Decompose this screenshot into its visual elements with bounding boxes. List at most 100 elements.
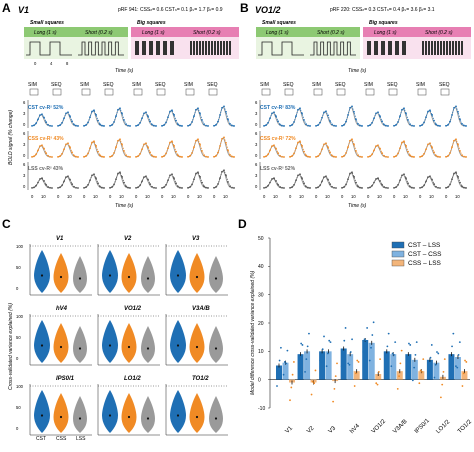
bar-point <box>428 369 431 372</box>
violin-median <box>195 345 199 349</box>
bold-model-line <box>289 108 311 127</box>
bar-7-0 <box>426 359 433 380</box>
bold-y-tick: 3 <box>23 111 26 116</box>
violin-y-tick: 0 <box>16 426 19 431</box>
bold-data-line <box>289 140 311 158</box>
violin-median <box>108 274 112 277</box>
bar-y-tick: 30 <box>258 292 264 298</box>
bar-point <box>400 349 403 352</box>
violin-lss <box>73 326 87 363</box>
bar-point <box>319 359 322 362</box>
bar-point <box>386 345 389 348</box>
bar-point <box>351 338 353 341</box>
bold-data-line <box>315 110 337 127</box>
panel-a-small-band <box>24 27 128 37</box>
stim-bar <box>422 41 424 55</box>
panel-b-small-band <box>256 27 360 37</box>
bar-point <box>311 380 314 383</box>
bar-point <box>371 334 374 336</box>
violin-median <box>127 275 131 279</box>
bar-point <box>332 400 335 403</box>
panel-b-short-2: Short (0.2 s) <box>425 30 453 36</box>
violin-css <box>189 323 205 363</box>
bar-point <box>344 327 347 329</box>
bar-point <box>375 382 378 385</box>
bold-data-line <box>187 107 209 127</box>
stim-bar <box>156 41 160 55</box>
panel-a-params: pRF 941: CSSₙ= 0.6 CSTₙ= 0.1 βₛ= 1.7 βₜ=… <box>118 7 223 13</box>
bar-point <box>370 346 372 349</box>
bar-point <box>289 399 291 402</box>
bar-point <box>357 361 360 363</box>
stim-bar <box>208 41 210 55</box>
bold-data-line <box>315 142 337 158</box>
bold-data-line <box>213 136 235 158</box>
violin-median <box>146 347 150 350</box>
violin-median <box>59 275 63 279</box>
bold-x-tick: 10 <box>325 194 330 199</box>
bar-point <box>293 361 295 363</box>
bar-x-label: hV4 <box>349 423 361 435</box>
violin-lss <box>73 396 87 433</box>
bold-data-line <box>289 173 311 189</box>
violin-area-title: V1 <box>56 236 64 242</box>
panel-b-css-label: CSS cv-R² 72% <box>260 136 296 142</box>
bold-data-line <box>367 177 389 189</box>
bar-point <box>291 373 294 376</box>
bold-x-tick: 10 <box>145 194 150 199</box>
bar-point <box>398 375 400 378</box>
bar-point <box>462 372 465 375</box>
bar-point <box>449 358 452 361</box>
bar-y-tick: 20 <box>258 321 264 327</box>
violin-css <box>121 253 137 293</box>
bar-point <box>419 369 422 372</box>
violin-css <box>121 323 137 363</box>
bold-x-tick: 0 <box>367 194 370 199</box>
bold-data-line <box>341 105 363 127</box>
stim-bar <box>196 41 198 55</box>
violin-median <box>176 344 180 347</box>
violin-median <box>214 277 218 280</box>
violin-y-tick: 50 <box>16 265 21 270</box>
bold-y-tick: 6 <box>255 131 258 136</box>
bar-point <box>415 341 418 344</box>
bold-model-line <box>445 106 467 127</box>
stim-bar <box>458 41 460 55</box>
violin-y-tick: 0 <box>16 356 19 361</box>
bar-4-0 <box>362 340 369 380</box>
bar-point <box>314 369 317 372</box>
sim-label: SIM <box>260 82 269 88</box>
stim-bar <box>163 41 167 55</box>
violin-css <box>121 393 137 433</box>
bold-x-tick: 0 <box>83 194 86 199</box>
bar-point <box>464 359 466 362</box>
violin-y-tick: 100 <box>16 314 24 319</box>
bold-data-line <box>83 173 105 189</box>
panel-b-lss-label: LSS cv-R² 52% <box>260 166 296 172</box>
bar-point <box>383 370 386 373</box>
violin-y-tick: 100 <box>16 244 24 249</box>
bold-y-tick: 6 <box>255 162 258 167</box>
bold-data-line <box>161 109 183 127</box>
panel-c-ylabel: Cross-validated variance explained (%) <box>8 303 14 390</box>
bar-x-label: IPS0/1 <box>414 418 431 435</box>
bar-point <box>455 365 457 368</box>
bold-data-line <box>393 173 415 189</box>
panel-a-time-label: Time (s) <box>115 68 134 74</box>
stim-icon <box>29 88 39 96</box>
bold-x-tick: 0 <box>445 194 448 199</box>
stim-bar <box>223 41 225 55</box>
bar-point <box>458 341 461 344</box>
stim-trace <box>78 41 124 56</box>
bar-point <box>451 345 453 348</box>
violin-y-tick: 100 <box>16 384 24 389</box>
bar-point <box>439 396 442 399</box>
bold-model-line <box>393 108 415 127</box>
bold-data-line <box>213 105 235 127</box>
bold-data-line <box>263 144 285 158</box>
bold-data-line <box>263 111 285 127</box>
stim-trace <box>258 41 304 56</box>
bar-point <box>310 393 313 396</box>
bar-point <box>277 372 280 375</box>
bold-x-tick: 10 <box>351 194 356 199</box>
